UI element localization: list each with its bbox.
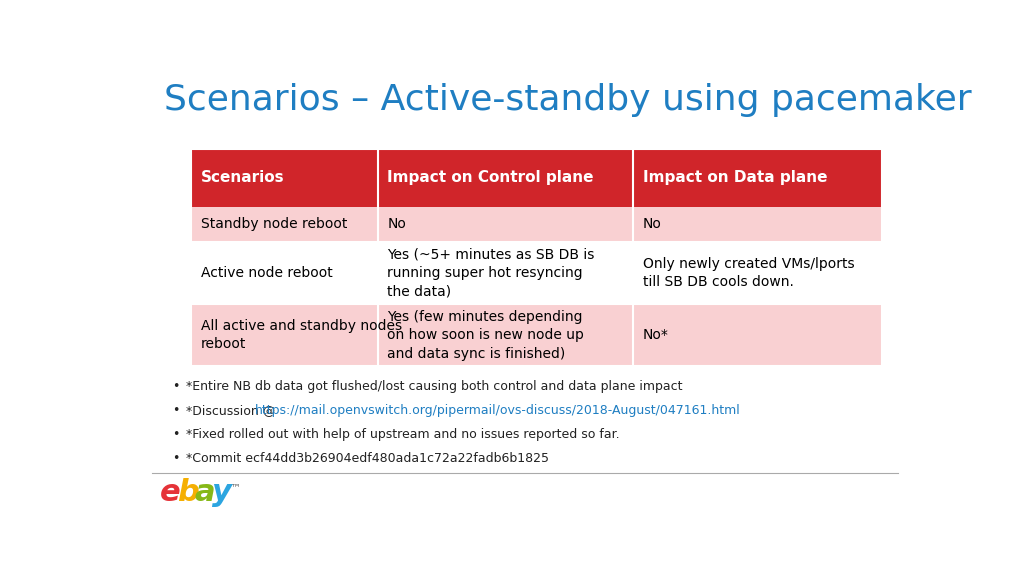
Bar [634, 149, 882, 207]
Text: Active node reboot: Active node reboot [201, 266, 333, 280]
Text: Yes (few minutes depending
on how soon is new node up
and data sync is finished): Yes (few minutes depending on how soon i… [387, 310, 585, 361]
Bar [191, 149, 378, 207]
Text: *Fixed rolled out with help of upstream and no issues reported so far.: *Fixed rolled out with help of upstream … [186, 427, 620, 441]
Text: Impact on Control plane: Impact on Control plane [387, 170, 594, 185]
Bar [634, 207, 882, 242]
Text: *Discussion @: *Discussion @ [186, 404, 284, 416]
Bar [378, 207, 634, 242]
Text: Impact on Data plane: Impact on Data plane [643, 170, 827, 185]
Text: •: • [172, 380, 179, 393]
Text: *Commit ecf44dd3b26904edf480ada1c72a22fadb6b1825: *Commit ecf44dd3b26904edf480ada1c72a22fa… [186, 452, 549, 465]
Text: No: No [643, 217, 662, 232]
Text: Yes (~5+ minutes as SB DB is
running super hot resyncing
the data): Yes (~5+ minutes as SB DB is running sup… [387, 248, 595, 298]
Text: No*: No* [643, 328, 669, 342]
Text: ™: ™ [230, 482, 240, 492]
Text: •: • [172, 427, 179, 441]
Bar [634, 242, 882, 304]
Text: •: • [172, 404, 179, 416]
Text: e: e [160, 478, 180, 507]
Text: https://mail.openvswitch.org/pipermail/ovs-discuss/2018-August/047161.html: https://mail.openvswitch.org/pipermail/o… [255, 404, 740, 416]
Text: Only newly created VMs/lports
till SB DB cools down.: Only newly created VMs/lports till SB DB… [643, 257, 854, 289]
Text: Standby node reboot: Standby node reboot [201, 217, 347, 232]
Text: Scenarios – Active-standby using pacemaker: Scenarios – Active-standby using pacemak… [164, 83, 972, 117]
Text: •: • [172, 452, 179, 465]
Bar [378, 242, 634, 304]
Bar [191, 207, 378, 242]
Text: No: No [387, 217, 407, 232]
Text: All active and standby nodes
reboot: All active and standby nodes reboot [201, 319, 402, 351]
Text: b: b [177, 478, 199, 507]
Text: a: a [195, 478, 215, 507]
Bar [191, 304, 378, 366]
Text: y: y [212, 478, 232, 507]
Text: Scenarios: Scenarios [201, 170, 285, 185]
Text: *Entire NB db data got flushed/lost causing both control and data plane impact: *Entire NB db data got flushed/lost caus… [186, 380, 682, 393]
Bar [634, 304, 882, 366]
Bar [378, 304, 634, 366]
Bar [378, 149, 634, 207]
Bar [191, 242, 378, 304]
